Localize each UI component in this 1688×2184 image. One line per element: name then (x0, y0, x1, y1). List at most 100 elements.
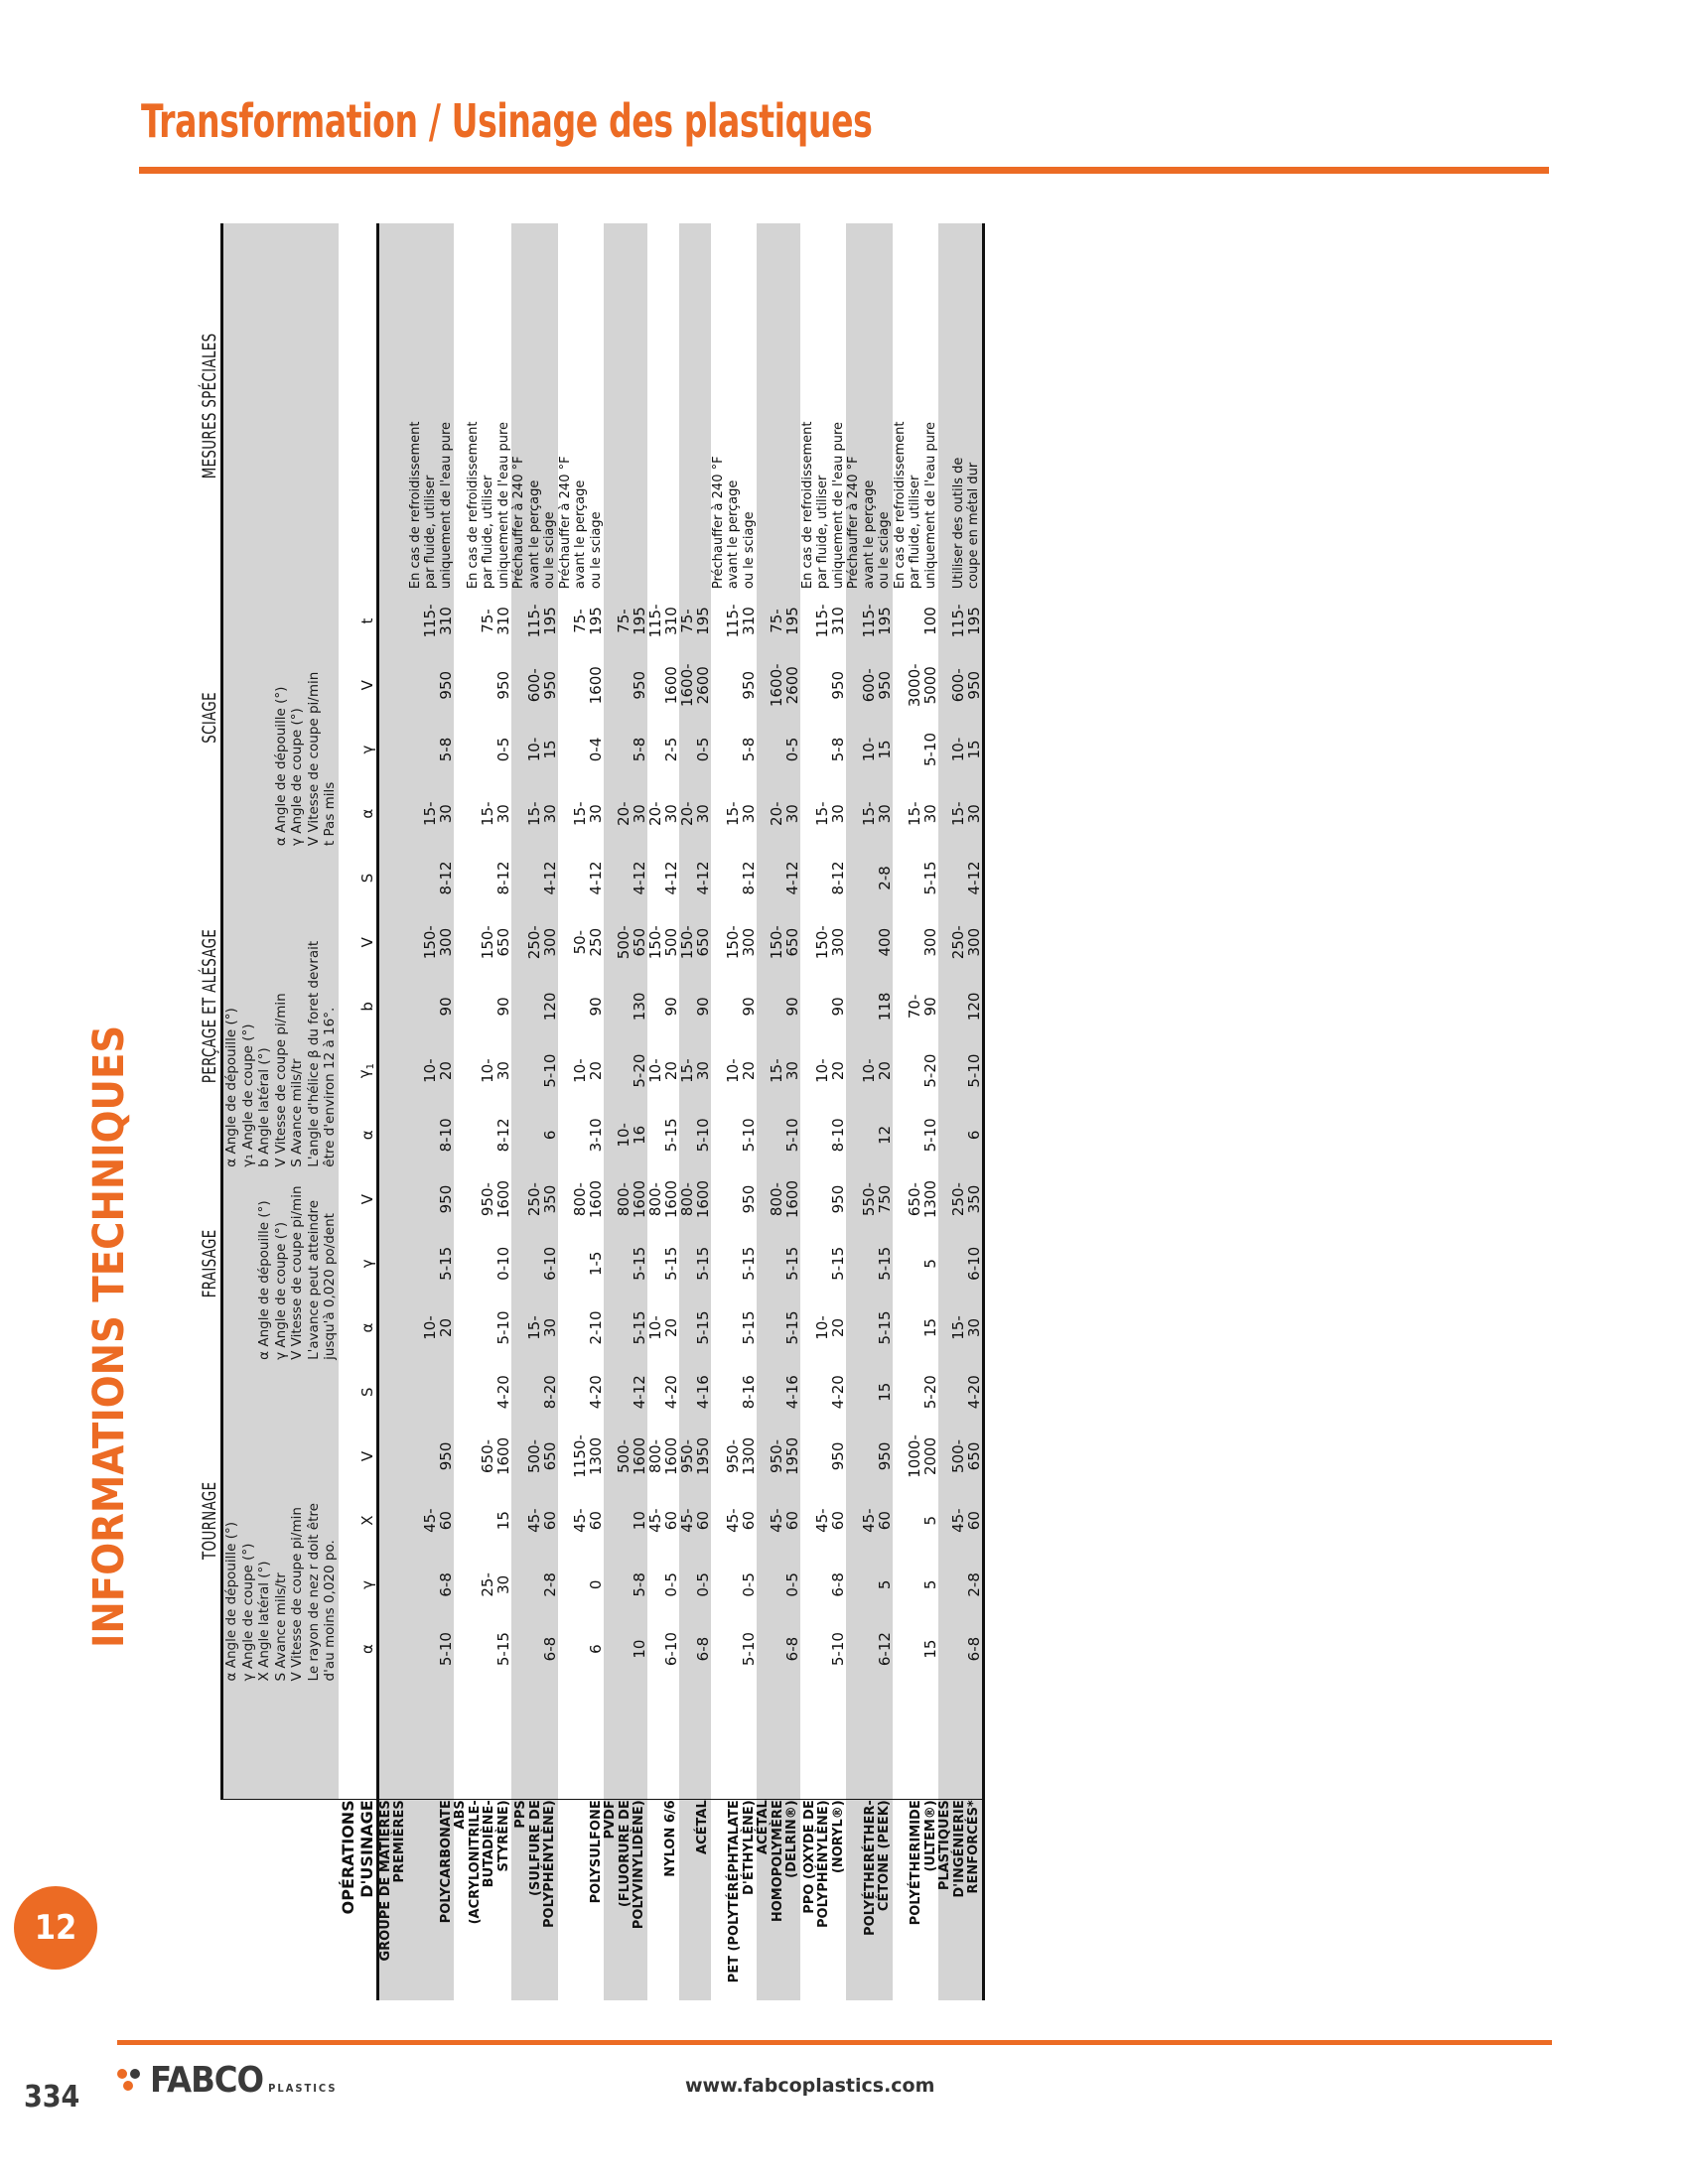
row-spacer (557, 1681, 604, 1800)
cell-t_y: 2-8 (938, 1553, 983, 1617)
cell-p_y1: 5-20 (604, 1038, 648, 1103)
col-symbol-p_s: S (357, 873, 376, 884)
legend-tournage: α Angle de dépouille (°) γ Angle de coupe… (221, 1359, 339, 1682)
table-row[interactable]: POLYÉTHERIMIDE (ULTEM®) 15 5 5 1000- 2000 5-2… (892, 223, 939, 2000)
table-bottom-rule (983, 223, 987, 2000)
cell-f_y: 1-5 (587, 1251, 605, 1277)
machining-parameters-table: TOURNAGE FRAISAGE PERÇAGE ET ALÉSAGE SCIAGE… (199, 223, 987, 2000)
cell-f_v: 950 (407, 1166, 455, 1232)
footer-url: www.fabcoplastics.com (685, 2075, 935, 2097)
cell-p_v: 150- 650 (678, 909, 712, 975)
materials-group-fill (377, 1681, 408, 1800)
materials-group-fill (377, 1166, 408, 1232)
cell-t_x: 45- 60 (724, 1508, 758, 1533)
machining-table-container: TOURNAGE FRAISAGE PERÇAGE ET ALÉSAGE SCIAGE… (199, 223, 1489, 2000)
cell-f_v: 800- 1600 (645, 1179, 680, 1219)
cell-p_s: 2-8 (846, 846, 894, 910)
cell-f_a: 15 (921, 1317, 939, 1338)
cell-s_t: 75- 310 (479, 607, 512, 635)
col-symbol-p_v: V (357, 937, 376, 948)
cell-f_v: 800- 1600 (678, 1166, 712, 1232)
rule-seg (983, 1102, 987, 1167)
material-name: ABS (ACRYLONITRILE- BUTADIÈNE- STYRÈNE) (453, 1800, 511, 1925)
table-row[interactable]: PET (POLYTÉRÉPHTALATE D'ÉTHYLÈNE) 5-10 0-5… (710, 223, 758, 2000)
cell-s_a: 20- 30 (757, 781, 801, 847)
table-row[interactable]: ACÉTAL HOMOPOLYMÈRE (DELRIN®) 6-8 0-5 45- 6… (756, 223, 801, 2000)
cell-s_y: 5-8 (740, 737, 758, 762)
notes-spacer (339, 223, 378, 589)
cell-s_t: 115- 195 (846, 589, 894, 653)
materials-group-fill (377, 846, 408, 910)
cell-t_y: 5 (921, 1579, 939, 1590)
table-row[interactable]: PPO (OXYDE DE POLYPHÉNYLÈNE) (NORYL®) 5-1… (799, 223, 847, 2000)
cell-t_x: 45- 60 (407, 1488, 455, 1554)
special-measures-note (604, 223, 647, 590)
row-spacer (938, 1681, 983, 1800)
cell-s_t: 115- 310 (645, 604, 680, 638)
materials-group-fill (377, 974, 408, 1039)
cell-t_y: 0-5 (678, 1553, 712, 1617)
cell-t_s: 4-20 (494, 1375, 512, 1410)
cell-f_y: 5-15 (846, 1231, 894, 1297)
table-row[interactable]: PPS (SULFURE DE POLYPHÉNYLÈNE) 6-8 2-8 45- … (511, 223, 559, 2000)
table-row[interactable]: NYLON 6/6 6-10 0-5 45- 60 800- 1600 4-20 10- 2… (645, 223, 680, 2000)
cell-s_v: 950 (604, 652, 648, 718)
cell-s_y: 0-5 (678, 717, 712, 782)
table-row[interactable]: POLYCARBONATE 5-10 6-8 45- 60 950 10- 20 5-15 9… (407, 223, 455, 2000)
cell-p_s: 4-12 (678, 846, 712, 910)
row-spacer (407, 1681, 454, 1800)
cell-s_v: 600- 950 (846, 652, 894, 718)
cell-f_v: 800- 1600 (757, 1166, 801, 1232)
table-row[interactable]: POLYSULFONE 6 0 45- 60 1150- 1300 4-20 2-10 1-5… (557, 223, 605, 2000)
corner-blank (221, 1799, 339, 2000)
cell-t_x: 45- 60 (938, 1488, 983, 1554)
rule-seg (983, 1488, 987, 1554)
row-spacer (846, 1681, 893, 1800)
cell-s_t: 75- 195 (604, 589, 648, 653)
cell-t_y: 5 (846, 1553, 894, 1617)
cell-f_a: 5-15 (604, 1296, 648, 1360)
cell-t_s: 8-16 (740, 1375, 758, 1410)
cell-p_a: 5-10 (740, 1118, 758, 1153)
material-name: POLYSULFONE (588, 1800, 604, 1904)
rule-seg (983, 1359, 987, 1425)
cell-p_s: 8-12 (407, 846, 455, 910)
row-spacer (892, 1681, 938, 1800)
cell-f_v: 650- 1300 (906, 1179, 939, 1219)
cell-s_a: 20- 30 (678, 781, 712, 847)
cell-f_a: 15- 30 (511, 1296, 559, 1360)
table-row[interactable]: PVDF (FLUORURE DE POLYVINYLIDÈNE) 10 5-8 10… (603, 223, 648, 2000)
col-symbol-t_a: α (357, 1644, 376, 1655)
cell-t_v: 950 (846, 1424, 894, 1489)
table-row[interactable]: POLYÉTHERÉTHER- CÉTONE (PEEK) 6-12 5 45- 60… (846, 223, 894, 2000)
table-row[interactable]: ABS (ACRYLONITRILE- BUTADIÈNE- STYRÈNE) 5… (453, 223, 512, 2000)
table-row[interactable]: PLASTIQUES D'INGÉNIERIE RENFORCÉS* 6-8 2-8… (937, 223, 983, 2000)
special-measures-note: En cas de refroidissement par fluide, ut… (892, 421, 938, 590)
cell-t_x: 45- 60 (678, 1488, 712, 1554)
section-spine-label: INFORMATIONS TECHNIQUES (84, 1024, 134, 1648)
cell-t_y: 0-5 (661, 1572, 680, 1597)
cell-p_a: 5-10 (757, 1102, 801, 1167)
legend-fraisage: α Angle de dépouille (°) γ Angle de coupe… (221, 1166, 339, 1360)
cell-t_x: 45- 60 (813, 1508, 847, 1533)
cell-f_y: 5-15 (678, 1231, 712, 1297)
cell-s_t: 75- 195 (571, 607, 605, 635)
cell-f_v: 250- 350 (511, 1166, 559, 1232)
cell-s_y: 2-5 (661, 737, 680, 762)
cell-p_y1: 5-10 (511, 1038, 559, 1103)
rule-seg (983, 846, 987, 910)
cell-f_a: 10- 20 (645, 1315, 680, 1340)
cell-t_v: 950 (829, 1441, 847, 1471)
cell-f_y: 6-10 (938, 1231, 983, 1297)
group-title-tournage: TOURNAGE (199, 1481, 220, 1560)
cell-p_y1: 10- 20 (813, 1058, 847, 1083)
cell-f_v: 950 (740, 1184, 758, 1214)
special-measures-note: En cas de refroidissement par fluide, ut… (407, 223, 454, 590)
materials-group-fill (377, 1616, 408, 1682)
cell-t_a: 5-15 (494, 1632, 512, 1667)
col-symbol-p_y1: γ1 (354, 1062, 376, 1079)
cell-p_y1: 5-10 (938, 1038, 983, 1103)
row-spacer (454, 1681, 511, 1800)
table-row[interactable]: ACÉTAL 6-8 0-5 45- 60 950- 1950 4-16 5-15 5-15 8… (678, 223, 712, 2000)
fabco-logo: FABCO PLASTICS (117, 2063, 338, 2099)
